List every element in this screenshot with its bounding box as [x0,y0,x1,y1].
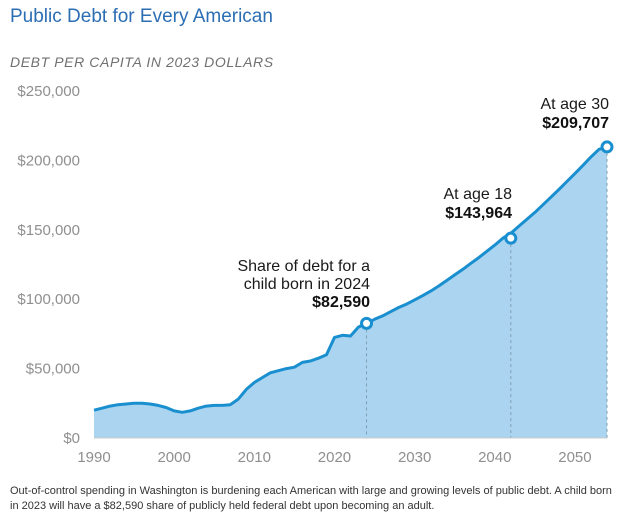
milestone-marker [504,231,518,245]
chart-title: Public Debt for Every American [10,6,273,27]
x-axis-ticks: 1990 2000 2010 2020 2030 2040 2050 [77,449,591,466]
x-tick-label: 1990 [77,449,110,466]
annotation-age-18: At age 18 $143,964 [444,186,513,222]
annotation-birth-value: $82,590 [312,294,370,311]
annotation-age-30-value: $209,707 [542,115,609,132]
debt-area-fill [94,146,607,438]
annotation-birth-label-line-1: Share of debt for a [237,258,370,275]
chart-footnote: Out-of-control spending in Washington is… [10,485,612,512]
y-tick-label: $100,000 [17,291,80,308]
x-tick-label: 2040 [478,449,511,466]
annotation-age-18-value: $143,964 [445,205,512,222]
milestone-markers [360,140,614,330]
y-tick-label: $0 [63,430,80,447]
y-axis-ticks: $0 $50,000 $100,000 $150,000 $200,000 $250,00… [17,83,80,447]
debt-area-chart: $0 $50,000 $100,000 $150,000 $200,000 $250,00… [17,83,614,466]
chart-subtitle: DEBT PER CAPITA IN 2023 DOLLARS [10,54,274,70]
y-tick-label: $250,000 [17,83,80,100]
x-tick-label: 2020 [318,449,351,466]
x-tick-label: 2050 [558,449,591,466]
y-tick-label: $50,000 [26,361,80,378]
y-tick-label: $150,000 [17,222,80,239]
annotation-age-30: At age 30 $209,707 [541,96,610,132]
milestone-marker [600,140,614,154]
x-tick-label: 2030 [398,449,431,466]
debt-series-line [93,145,608,414]
annotation-birth-label-line-2: child born in 2024 [244,276,370,293]
y-tick-label: $200,000 [17,152,80,169]
marker-guide-lines [366,146,608,438]
annotation-age-18-label: At age 18 [444,186,513,203]
annotation-birth: Share of debt for a child born in 2024 $… [237,258,370,311]
x-tick-label: 2000 [157,449,190,466]
annotation-age-30-label: At age 30 [541,96,610,113]
x-tick-label: 2010 [238,449,271,466]
milestone-marker [360,316,374,330]
